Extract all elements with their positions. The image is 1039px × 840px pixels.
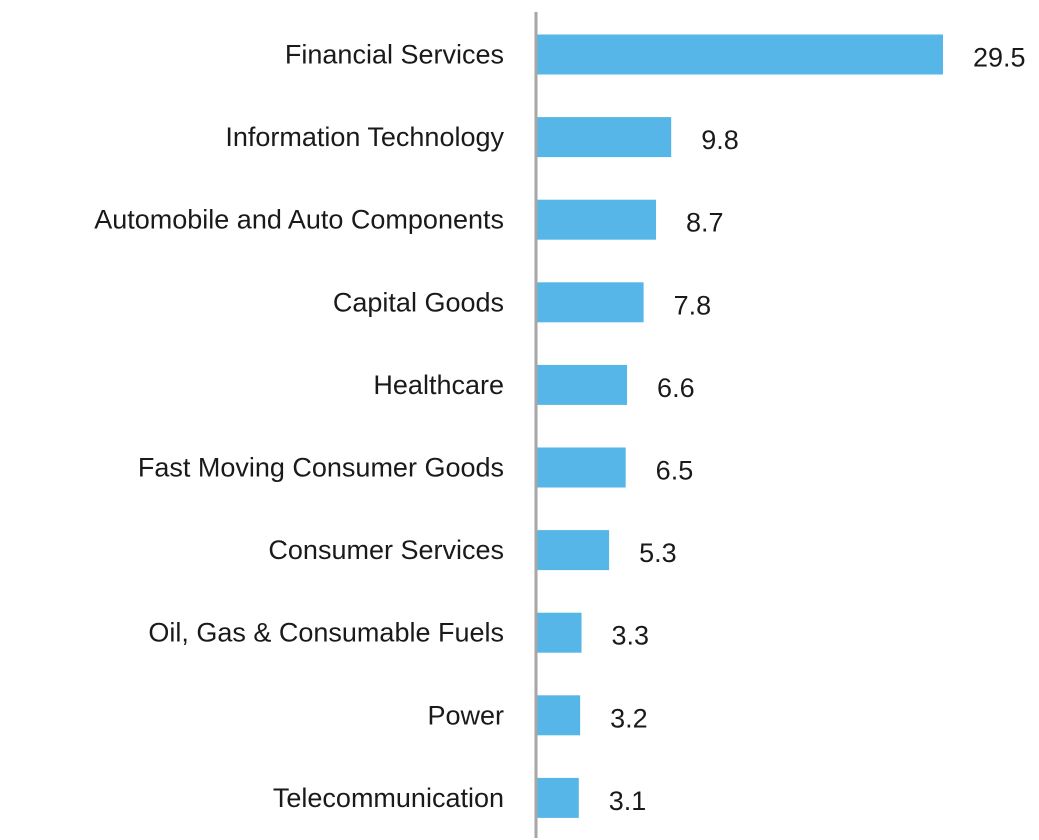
bar: [536, 282, 644, 323]
category-label: Capital Goods: [333, 287, 504, 317]
category-label: Automobile and Auto Components: [94, 205, 504, 235]
bar: [536, 117, 672, 158]
category-label: Fast Moving Consumer Goods: [138, 453, 504, 483]
bar: [536, 34, 943, 75]
category-label: Power: [427, 700, 504, 730]
value-label: 29.5: [973, 43, 1026, 73]
bar: [536, 530, 610, 571]
bar: [536, 612, 582, 653]
value-label: 5.3: [639, 538, 677, 568]
category-label: Consumer Services: [268, 535, 504, 565]
bar: [536, 364, 628, 405]
value-label: 9.8: [701, 125, 739, 155]
bars: [536, 34, 943, 818]
bar: [536, 199, 657, 240]
value-label: 3.3: [612, 621, 650, 651]
category-label: Financial Services: [285, 40, 504, 70]
category-label: Oil, Gas & Consumable Fuels: [148, 618, 504, 648]
value-label: 8.7: [686, 208, 724, 238]
value-label: 7.8: [674, 290, 712, 320]
bar: [536, 447, 626, 488]
category-label: Healthcare: [373, 370, 504, 400]
category-label: Information Technology: [225, 122, 504, 152]
value-label: 3.1: [609, 786, 647, 816]
value-labels: 29.5 9.8 8.7 7.8 6.6 6.5 5.3 3.3 3.2 3.1: [609, 43, 1026, 816]
value-label: 6.5: [656, 456, 694, 486]
bar: [536, 777, 579, 818]
category-labels: Financial Services Information Technology…: [94, 40, 504, 813]
value-label: 3.2: [610, 703, 648, 733]
category-label: Telecommunication: [273, 783, 504, 813]
value-label: 6.6: [657, 373, 695, 403]
bar: [536, 695, 581, 736]
